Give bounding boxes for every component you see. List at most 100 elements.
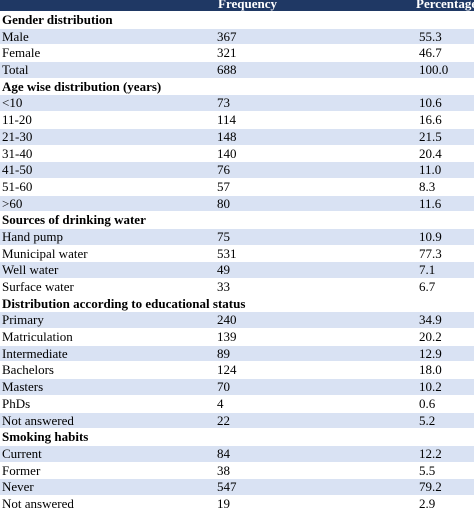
row-label: Masters: [2, 379, 44, 395]
row-percentage: 18.0: [419, 362, 442, 378]
table-row: Not answered 19 2.9: [0, 495, 474, 513]
row-frequency: 4: [217, 395, 224, 411]
table-row: Bachelors 124 18.0: [0, 362, 474, 380]
row-label: 21-30: [2, 128, 33, 144]
row-label: Primary: [2, 312, 44, 328]
row-label: 41-50: [2, 162, 33, 178]
row-percentage: 77.3: [419, 245, 442, 261]
table-row: 41-50 76 11.0: [0, 162, 474, 179]
row-percentage: 100.0: [419, 62, 449, 78]
table-row: 31-40 140 20.4: [0, 145, 474, 163]
row-frequency: 75: [217, 228, 230, 244]
row-frequency: 89: [217, 345, 230, 361]
section-heading: Distribution according to educational st…: [0, 295, 474, 313]
row-label: <10: [2, 95, 23, 111]
row-frequency: 33: [217, 279, 230, 294]
row-percentage: 46.7: [419, 45, 442, 61]
table-body: Gender distribution Male 367 55.3 Female 321 4…: [0, 12, 474, 513]
section-title: Gender distribution: [2, 12, 113, 27]
table-row: PhDs 4 0.6: [0, 395, 474, 413]
row-percentage: 8.3: [419, 178, 436, 194]
row-label: Well water: [2, 262, 59, 278]
section-heading: Sources of drinking water: [0, 212, 474, 229]
table-row: >60 80 11.6: [0, 195, 474, 213]
row-frequency: 80: [217, 195, 230, 211]
row-frequency: 547: [217, 479, 237, 495]
row-label: Bachelors: [2, 362, 54, 378]
row-label: Surface water: [2, 279, 74, 294]
row-label: Never: [2, 479, 34, 495]
table-row: 21-30 148 21.5: [0, 128, 474, 146]
row-frequency: 84: [217, 445, 230, 461]
row-frequency: 240: [217, 312, 237, 328]
row-frequency: 76: [217, 162, 230, 178]
table-header: Frequency Percentage: [0, 0, 474, 12]
table-row: Total 688 100.0: [0, 62, 474, 79]
row-percentage: 16.6: [419, 112, 442, 128]
table-row: Surface water 33 6.7: [0, 279, 474, 296]
row-frequency: 70: [217, 379, 230, 395]
row-label: Intermediate: [2, 345, 68, 361]
table-row: Primary 240 34.9: [0, 312, 474, 330]
table-row: Not answered 22 5.2: [0, 412, 474, 430]
row-percentage: 20.2: [419, 329, 442, 345]
row-percentage: 5.2: [419, 412, 436, 428]
table-row: <10 73 10.6: [0, 95, 474, 113]
section-title: Sources of drinking water: [2, 212, 146, 228]
table-row: Never 547 79.2: [0, 479, 474, 496]
row-percentage: 6.7: [419, 279, 436, 294]
row-percentage: 34.9: [419, 312, 442, 328]
table-row: Intermediate 89 12.9: [0, 345, 474, 363]
row-label: >60: [2, 195, 23, 211]
row-frequency: 148: [217, 128, 237, 144]
row-label: Not answered: [2, 412, 74, 428]
row-percentage: 12.2: [419, 445, 442, 461]
row-label: 51-60: [2, 178, 33, 194]
table-row: Current 84 12.2: [0, 445, 474, 463]
row-percentage: 0.6: [419, 395, 436, 411]
row-frequency: 367: [217, 28, 237, 44]
row-frequency: 140: [217, 145, 237, 161]
row-frequency: 19: [217, 495, 230, 511]
row-percentage: 7.1: [419, 262, 436, 278]
row-percentage: 11.6: [419, 195, 442, 211]
header-percentage: Percentage: [416, 0, 474, 11]
row-frequency: 57: [217, 178, 230, 194]
header-frequency: Frequency: [218, 0, 277, 11]
row-frequency: 531: [217, 245, 237, 261]
row-label: 11-20: [2, 112, 32, 128]
table-row: Well water 49 7.1: [0, 262, 474, 279]
row-label: Current: [2, 445, 42, 461]
row-label: PhDs: [2, 395, 31, 411]
section-heading: Age wise distribution (years): [0, 78, 474, 96]
row-percentage: 20.4: [419, 145, 442, 161]
row-label: Female: [2, 45, 41, 61]
section-title: Age wise distribution (years): [2, 78, 162, 94]
row-frequency: 688: [217, 62, 237, 78]
table-row: Hand pump 75 10.9: [0, 228, 474, 246]
row-percentage: 10.2: [419, 379, 442, 395]
row-label: Total: [2, 62, 29, 78]
row-frequency: 49: [217, 262, 230, 278]
row-label: Not answered: [2, 495, 74, 511]
row-label: Matriculation: [2, 329, 73, 345]
section-title: Smoking habits: [2, 429, 89, 445]
row-frequency: 114: [217, 112, 237, 128]
row-label: 31-40: [2, 145, 33, 161]
row-percentage: 5.5: [419, 462, 436, 478]
table-row: Former 38 5.5: [0, 462, 474, 480]
row-percentage: 21.5: [419, 128, 442, 144]
row-percentage: 11.0: [419, 162, 442, 178]
row-frequency: 139: [217, 329, 237, 345]
row-frequency: 73: [217, 95, 230, 111]
row-percentage: 12.9: [419, 345, 442, 361]
section-heading: Gender distribution: [0, 12, 474, 29]
table-row: Masters 70 10.2: [0, 379, 474, 396]
row-label: Male: [2, 28, 29, 44]
table-row: Municipal water 531 77.3: [0, 245, 474, 263]
section-title: Distribution according to educational st…: [2, 295, 246, 311]
table-row: Female 321 46.7: [0, 45, 474, 63]
row-percentage: 10.6: [419, 95, 442, 111]
row-frequency: 22: [217, 412, 230, 428]
